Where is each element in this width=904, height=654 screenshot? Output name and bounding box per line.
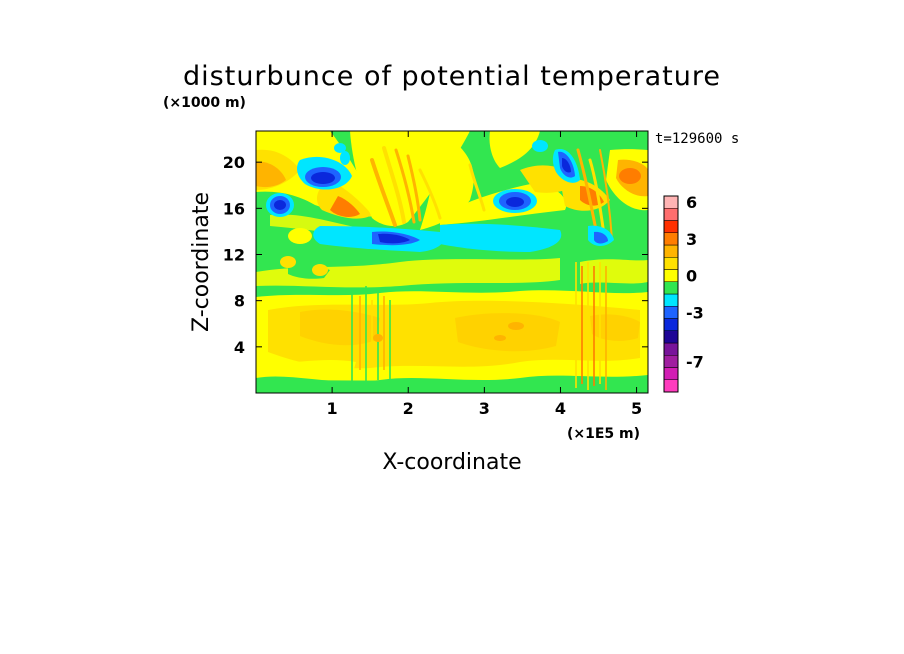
- plot-frame: [255, 130, 649, 394]
- colorbar-frame: [663, 195, 679, 393]
- negative-cells: [266, 140, 614, 252]
- y-tick-label: 8: [234, 292, 245, 311]
- x-tick-label: 4: [555, 399, 566, 418]
- colorbar-swatch: [663, 208, 679, 221]
- colorbar-swatch: [663, 330, 679, 344]
- colorbar-swatch: [663, 281, 679, 295]
- mid-band: [256, 228, 648, 288]
- colorbar-label: 0: [686, 267, 697, 286]
- colorbar-swatch: [663, 306, 679, 319]
- x-tick-label: 1: [327, 399, 338, 418]
- chart-title: disturbunce of potential temperature: [183, 61, 721, 92]
- colorbar-label: 3: [686, 230, 697, 249]
- colorbar-swatch: [663, 342, 679, 356]
- x-unit-label: (×1E5 m): [567, 426, 640, 442]
- y-tick-label: 16: [223, 199, 245, 218]
- colorbar-label: -3: [686, 303, 704, 322]
- orange-specks: [373, 322, 524, 342]
- colorbar-swatch: [663, 269, 679, 282]
- colorbar-swatch: [663, 244, 679, 258]
- x-tick-label: 5: [631, 399, 642, 418]
- colorbar-swatch: [663, 379, 679, 393]
- colorbar-swatch: [663, 232, 679, 246]
- colorbar-label: 6: [686, 193, 697, 212]
- colorbar: 6 3 0 -3 -7: [663, 193, 704, 393]
- y-tick-label: 20: [223, 153, 245, 172]
- colorbar-swatch: [663, 293, 679, 307]
- x-tick-label: 2: [403, 399, 414, 418]
- streaks: [370, 146, 613, 241]
- y-axis: 4 8 12 16 20: [223, 153, 648, 357]
- time-label: t=129600 s: [655, 131, 739, 147]
- x-tick-label: 3: [479, 399, 490, 418]
- y-tick-label: 12: [223, 245, 245, 264]
- colorbar-swatch: [663, 355, 679, 368]
- colorbar-swatch: [663, 367, 679, 380]
- x-axis-label: X-coordinate: [382, 450, 521, 475]
- colorbar-swatch: [663, 257, 679, 270]
- x-axis: 1 2 3 4 5: [327, 131, 642, 418]
- colorbar-swatch: [663, 195, 679, 209]
- plot-area: [256, 131, 648, 393]
- colorbar-label: -7: [686, 352, 704, 371]
- y-axis-label: Z-coordinate: [189, 192, 214, 332]
- y-unit-label: (×1000 m): [163, 95, 246, 111]
- colorbar-swatch: [663, 220, 679, 233]
- y-tick-label: 4: [234, 338, 245, 357]
- colorbar-swatch: [663, 318, 679, 331]
